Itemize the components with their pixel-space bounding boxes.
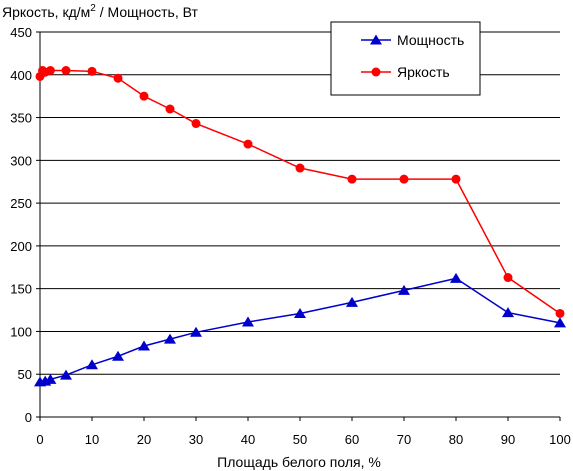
y-tick-label: 250: [10, 196, 32, 211]
legend-item-brightness: Яркость: [361, 64, 450, 80]
x-tick-label: 80: [449, 432, 463, 447]
y-axis-title: Яркость, кд/м2 / Мощность, Вт: [2, 3, 198, 20]
data-point: [502, 307, 514, 318]
data-point: [554, 317, 566, 328]
data-point: [87, 66, 97, 76]
data-point: [243, 139, 253, 149]
data-point: [294, 307, 306, 318]
y-axis-title-main: Яркость, кд/м: [2, 4, 90, 20]
y-tick-label: 400: [10, 68, 32, 83]
series-line: [39, 69, 561, 315]
data-point: [86, 359, 98, 370]
data-point: [503, 273, 513, 283]
tick-labels: 0 50 100 150 200 250 300 350 400 450 0 10 20 30 40 50 60…: [10, 25, 571, 447]
x-tick-label: 100: [549, 432, 571, 447]
data-point: [113, 73, 123, 83]
data-point: [45, 66, 55, 75]
data-point: [165, 104, 175, 114]
data-point: [347, 174, 357, 184]
y-tick-label: 300: [10, 153, 32, 168]
data-point: [295, 163, 305, 173]
data-point: [61, 66, 71, 75]
data-point: [451, 174, 461, 184]
data-point: [138, 340, 150, 351]
legend: Мощность Яркость: [330, 21, 481, 96]
axes: [36, 31, 561, 421]
gridlines: [40, 31, 560, 375]
data-point: [60, 369, 72, 380]
x-tick-label: 10: [85, 432, 99, 447]
y-tick-label: 50: [18, 367, 32, 382]
legend-item-power: Мощность: [361, 32, 464, 48]
y-tick-label: 100: [10, 324, 32, 339]
data-point: [139, 91, 149, 101]
data-point: [112, 350, 124, 361]
y-tick-label: 350: [10, 111, 32, 126]
x-tick-label: 30: [189, 432, 203, 447]
series-0: [34, 272, 566, 387]
legend-brightness-marker: [371, 67, 381, 77]
y-axis-title-rest: / Мощность, Вт: [96, 4, 199, 20]
data-point: [44, 373, 57, 384]
data-point: [555, 308, 565, 318]
x-tick-label: 90: [501, 432, 515, 447]
data-point: [450, 272, 462, 283]
data-point: [346, 296, 358, 307]
y-tick-label: 0: [25, 410, 32, 425]
legend-power-marker: [370, 34, 382, 45]
series-1: [35, 66, 565, 318]
x-tick-label: 70: [397, 432, 411, 447]
x-tick-label: 20: [137, 432, 151, 447]
x-tick-label: 0: [36, 432, 43, 447]
data-point: [190, 326, 202, 337]
data-point: [242, 316, 254, 327]
series-line: [39, 277, 561, 383]
data-point: [164, 333, 176, 344]
x-tick-label: 60: [345, 432, 359, 447]
legend-power-label: Мощность: [397, 32, 464, 48]
y-tick-label: 450: [10, 25, 32, 40]
series: [34, 66, 566, 387]
data-point: [399, 174, 409, 184]
x-tick-label: 50: [293, 432, 307, 447]
y-tick-label: 150: [10, 282, 32, 297]
x-tick-label: 40: [241, 432, 255, 447]
legend-box: [330, 21, 481, 96]
y-tick-label: 200: [10, 239, 32, 254]
legend-brightness-label: Яркость: [397, 64, 450, 80]
data-point: [191, 119, 201, 129]
x-axis-title: Площадь белого поля, %: [217, 454, 381, 470]
y-axis-title-sup: 2: [90, 3, 96, 14]
data-point: [398, 284, 410, 295]
